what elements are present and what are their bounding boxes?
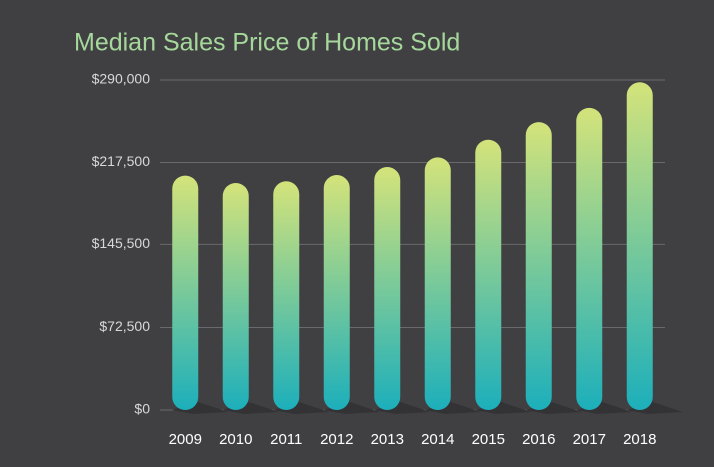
bar-shadow xyxy=(525,402,582,414)
bar-shadow xyxy=(475,402,532,414)
x-tick-label: 2014 xyxy=(421,431,454,448)
x-tick-label: 2009 xyxy=(169,431,202,448)
bar xyxy=(374,167,401,410)
bar xyxy=(576,107,603,411)
bar xyxy=(475,139,502,410)
bar-shadow xyxy=(323,402,380,414)
y-tick-label: $0 xyxy=(134,401,150,417)
y-tick-label: $217,500 xyxy=(92,153,151,169)
x-tick-label: 2015 xyxy=(472,431,505,448)
x-tick-label: 2013 xyxy=(371,431,404,448)
y-tick-label: $145,500 xyxy=(92,235,151,251)
bar-shadow xyxy=(273,402,330,414)
bar xyxy=(323,175,350,410)
bar-shadow xyxy=(626,402,683,414)
bar xyxy=(525,122,552,410)
x-tick-label: 2017 xyxy=(573,431,606,448)
y-tick-label: $290,000 xyxy=(92,71,151,87)
x-tick-label: 2010 xyxy=(219,431,252,448)
bar-shadow xyxy=(374,402,431,414)
x-tick-label: 2012 xyxy=(320,431,353,448)
bar-shadow xyxy=(222,402,279,414)
bar xyxy=(424,157,451,410)
bar xyxy=(626,82,653,410)
y-tick-label: $72,500 xyxy=(99,318,150,334)
bar xyxy=(172,175,199,410)
x-tick-label: 2018 xyxy=(623,431,656,448)
x-tick-label: 2016 xyxy=(522,431,555,448)
bar xyxy=(222,182,249,410)
bar-shadow xyxy=(172,402,229,414)
chart-title: Median Sales Price of Homes Sold xyxy=(74,29,460,57)
bar-shadow xyxy=(576,402,633,414)
bar-shadow xyxy=(424,402,481,414)
x-tick-label: 2011 xyxy=(270,431,302,448)
bar xyxy=(273,181,300,410)
